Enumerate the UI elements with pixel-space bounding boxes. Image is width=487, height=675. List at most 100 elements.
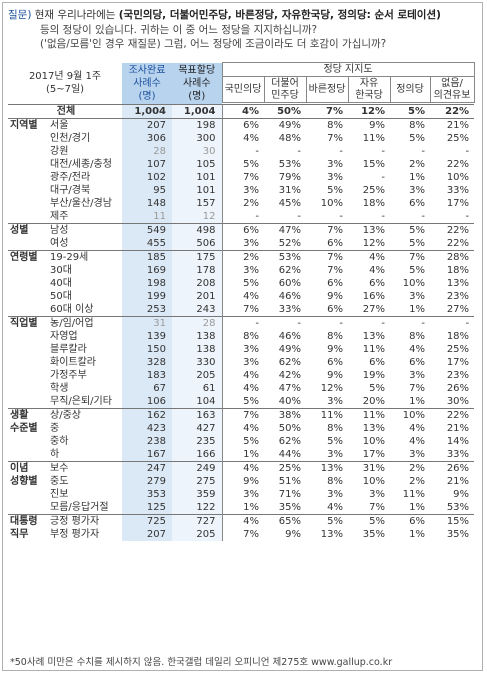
table-row: 가정주부 183 205 4% 42% 9% 19% 3% 23% [8,369,474,382]
cell-party-4: 3% [409,291,426,302]
cell-survey-count: 139 [122,330,173,343]
cell-party-4: - [421,146,426,157]
row-category: 직업별 [8,316,48,330]
cell-party-1: 53% [264,250,307,264]
row-category [8,290,48,303]
cell-party-2: 5% [306,514,349,528]
cell-party-5: 28% [430,250,475,264]
table-row: 부산/울산/경남 148 157 2% 45% 10% 18% 6% 17% [8,197,474,210]
cell-party-3: 4% [369,265,386,276]
row-subgroup: 대구/경북 [50,185,91,196]
cell-party-4: 4% [409,436,426,447]
row-subgroup: 학생 [50,383,69,394]
cell-target-count: 12 [172,210,223,224]
cell-target-count: 275 [172,475,223,488]
row-category [8,501,48,515]
row-subgroup: 40대 [50,278,72,289]
row-category [8,382,48,395]
table-row: 무직/은퇴/기타 106 104 5% 40% 3% 20% 1% 30% [8,395,474,409]
cell-survey-count: 455 [122,237,173,251]
cell-survey-count: 353 [122,488,173,501]
cell-party-1: 62% [278,265,302,276]
cell-survey-count: 207 [122,118,173,132]
cell-party-5: 22% [430,223,475,237]
cell-target-count: 122 [172,501,223,515]
cell-party-4: 2% [409,476,426,487]
cell-party-5: 22% [430,104,475,119]
row-category [8,277,48,290]
cell-target-count: 330 [172,356,223,369]
cell-party-5: 14% [446,436,470,447]
cell-party-5: 33% [446,185,470,196]
cell-party-5: 22% [446,159,470,170]
cell-party-5: 21% [446,423,470,434]
row-subgroup: 50대 [50,291,72,302]
cell-party-4: 10% [402,278,426,289]
row-category [8,264,48,277]
cell-survey-count: 11 [122,210,173,224]
table-row: 생활 상/중상 162 163 7% 38% 11% 11% 10% 22% [8,408,475,422]
cell-party-3: 13% [348,223,391,237]
cell-party-0: 4% [221,382,265,395]
row-category [8,448,48,462]
cell-party-2: 9% [327,344,344,355]
cell-party-1: 53% [278,159,302,170]
cell-party-1: 65% [264,514,307,528]
cell-target-count: 427 [172,422,223,435]
row-subgroup: 광주/전라 [50,172,91,183]
cell-target-count: 1,004 [172,104,223,119]
row-subgroup: 자영업 [50,331,78,342]
header-party-0: 국민의당 [221,76,265,103]
cell-party-2: 12% [320,383,344,394]
cell-survey-count: 253 [122,303,173,317]
question-block: 질문) 현재 우리나라에는 (국민의당, 더불어민주당, 바른정당, 자유한국당… [8,8,478,52]
cell-party-3: 18% [362,198,386,209]
row-subgroup: 가정주부 [50,370,87,381]
row-category [8,303,48,317]
cell-party-5: - [465,146,470,157]
row-subgroup: 부정 평가자 [50,529,100,540]
footnote: *50사례 미만은 수치를 제시하지 않음. 한국갤럽 데일리 오피니언 제27… [10,657,393,668]
cell-target-count: 30 [172,145,223,158]
row-subgroup: 블루칼라 [50,344,87,355]
row-subgroup: 인천/경기 [50,133,91,144]
cell-party-5: 17% [446,198,470,209]
cell-party-0: 2% [221,197,265,210]
cell-party-3: 16% [362,291,386,302]
cell-party-3: 11% [362,133,386,144]
cell-party-4: 1% [409,396,426,407]
cell-party-0: 5% [221,395,265,409]
cell-party-2: 7% [306,104,349,119]
cell-party-2: 7% [306,250,349,264]
row-category: 지역별 [8,118,48,132]
cell-party-4: 8% [409,331,426,342]
cell-party-0: 3% [221,264,265,277]
cell-party-3: 13% [362,331,386,342]
cell-survey-count: 169 [122,264,173,277]
cell-party-0: 1% [221,448,265,462]
cell-party-4: 5% [409,238,426,249]
row-subgroup: 서울 [48,118,123,132]
table-row: 직업별 농/임/어업 31 28- - - - - - [8,316,475,330]
cell-party-1: 46% [278,291,302,302]
cell-survey-count: 199 [122,290,173,303]
cell-target-count: 243 [172,303,223,317]
cell-party-2: - [306,316,349,330]
cell-party-5: 18% [446,331,470,342]
header-target-count: 목표할당 사례수 (명) [172,62,223,105]
table-row: 중하 238 235 5% 62% 5% 10% 4% 14% [8,435,474,448]
cell-party-3: 11% [348,408,391,422]
cell-party-4: 1% [409,304,426,315]
question-line-3: ('없음/모름'인 경우 재질문) 그럼, 어느 정당에 조금이라도 더 호감이… [40,38,387,50]
row-subgroup: 하 [50,449,60,460]
cell-party-4: 5% [390,223,431,237]
row-subgroup: 여성 [50,238,69,249]
cell-party-0: 6% [221,118,265,132]
cell-target-count: 205 [172,369,223,382]
cell-survey-count: 725 [122,514,173,528]
cell-party-1: 38% [264,408,307,422]
cell-survey-count: 125 [122,501,173,515]
row-subgroup: 강원 [50,146,69,157]
cell-party-5: 26% [430,461,475,475]
cell-party-3: 27% [362,304,386,315]
